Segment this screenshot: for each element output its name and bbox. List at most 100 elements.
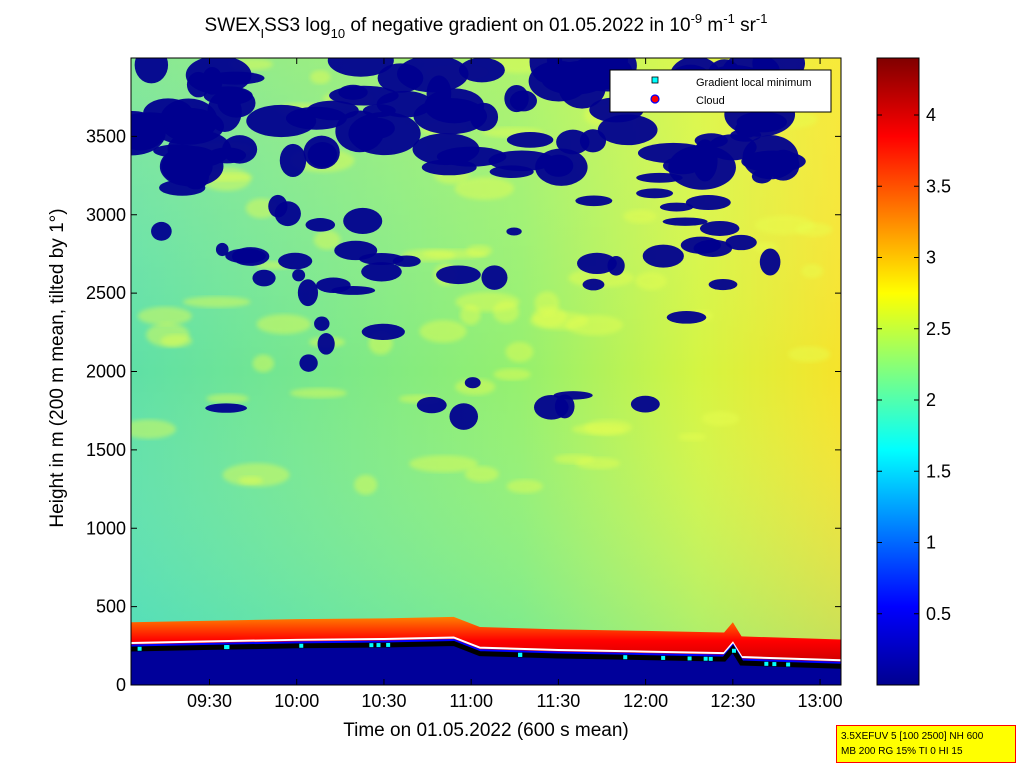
x-tick-label: 10:30 [361,691,406,711]
colorbar-ticks: 0.5 1 1.5 2 2.5 3 3.5 4 [877,105,951,624]
light-patch [131,419,176,439]
low-gradient-patch [464,377,481,389]
y-tick-label: 3000 [86,205,126,225]
low-gradient-patch [685,195,731,211]
colorbar-tick-label: 0.5 [926,604,951,624]
x-tick-label: 12:00 [623,691,668,711]
x-tick-label: 11:00 [449,691,493,711]
low-gradient-patch [741,150,806,173]
x-tick-label: 11:30 [537,691,581,711]
low-gradient-patch [412,133,480,166]
low-gradient-patch [413,98,488,135]
low-gradient-patch [659,202,694,212]
light-patch [419,320,467,343]
light-patch [678,432,707,441]
colorbar-tick-label: 1 [926,533,936,553]
y-axis: 0 500 1000 1500 2000 2500 3000 3500 [86,126,841,695]
light-patch [455,292,520,312]
low-gradient-patch [662,217,708,226]
colorbar-tick-label: 3.5 [926,176,951,196]
low-gradient-patch [305,218,336,232]
light-patch [289,387,348,399]
x-tick-label: 13:00 [798,691,843,711]
low-gradient-patch [597,114,658,146]
low-gradient-patch [359,253,404,265]
low-gradient-patch [680,236,722,254]
low-gradient-patch [361,262,402,282]
gradient-minimum-marker [137,646,142,651]
low-gradient-patch [759,248,781,276]
light-patch [795,222,833,237]
surface-layer [131,616,841,685]
gradient-minimum-marker [386,642,391,647]
low-gradient-patch [436,265,481,285]
layer-white-edge [131,636,841,662]
low-gradient-patch [575,195,613,207]
light-patch [505,341,534,363]
y-tick-label: 0 [116,675,126,695]
y-tick-label: 1000 [86,518,126,538]
low-gradient-patch [279,143,307,178]
heatmap-plot [131,58,841,685]
gradient-minimum-marker [369,643,374,648]
light-patch [506,479,543,494]
info-line-2: MB 200 RG 15% TI 0 HI 15 [841,746,963,757]
legend-marker-gradient-minimum [651,76,659,84]
colorbar-tick-label: 2.5 [926,319,951,339]
low-gradient-patch [533,394,569,420]
low-gradient-patch [449,403,479,430]
legend-label-cloud: Cloud [696,95,725,107]
light-patch [422,249,488,259]
y-axis-label: Height in m (200 m mean, tilted by 1°) [47,208,68,527]
low-gradient-patch [314,316,330,331]
low-gradient-patch [215,242,229,257]
gradient-minimum-marker [708,656,713,661]
light-patch [313,230,341,250]
light-patch [565,314,623,336]
colorbar-tick-label: 3 [926,248,936,268]
colorbar-tick-label: 4 [926,105,936,125]
chart-title: SWEXISS3 log10 of negative gradient on 0… [205,11,768,41]
low-gradient-patch [278,252,313,270]
low-gradient-patch [553,391,593,400]
gradient-minimum-marker [786,662,791,667]
gradient-minimum-marker [731,648,736,653]
light-patch [354,474,378,495]
light-patch [801,263,824,279]
low-gradient-patch [151,221,172,241]
light-patch [701,411,740,426]
low-gradient-patch [299,354,318,372]
gradient-minimum-marker [661,655,666,660]
low-gradient-patch [506,227,522,236]
low-gradient-patch [481,265,508,290]
light-patch [252,354,275,373]
x-tick-label: 09:30 [187,691,232,711]
light-patch [206,393,249,404]
x-axis-label: Time on 01.05.2022 (600 s mean) [343,720,629,741]
gradient-minimum-marker [518,652,523,657]
gradient-minimum-marker [703,656,708,661]
colorbar: 0.5 1 1.5 2 2.5 3 3.5 4 [876,57,951,686]
low-gradient-patch [134,58,169,84]
legend: Gradient local minimum Cloud [609,69,832,113]
y-tick-label: 2000 [86,362,126,382]
light-patch [623,209,657,224]
low-gradient-patch [343,207,383,235]
colorbar-tick-label: 2 [926,390,936,410]
low-gradient-patch [708,278,738,291]
info-line-1: 3.5XEFUV 5 [100 2500] NH 600 [841,731,984,742]
low-gradient-patch [699,220,740,236]
low-gradient-patch [416,396,447,414]
low-gradient-patch [488,150,555,172]
y-tick-label: 500 [96,597,126,617]
gradient-minimum-marker [299,643,304,648]
low-gradient-patch [231,247,270,266]
low-gradient-patch [207,91,242,133]
low-gradient-patch [335,110,385,153]
low-gradient-patch [662,156,702,175]
y-tick-label: 2500 [86,283,126,303]
low-gradient-patch [131,111,166,156]
low-gradient-patch [252,269,276,287]
gradient-minimum-marker [764,661,769,666]
